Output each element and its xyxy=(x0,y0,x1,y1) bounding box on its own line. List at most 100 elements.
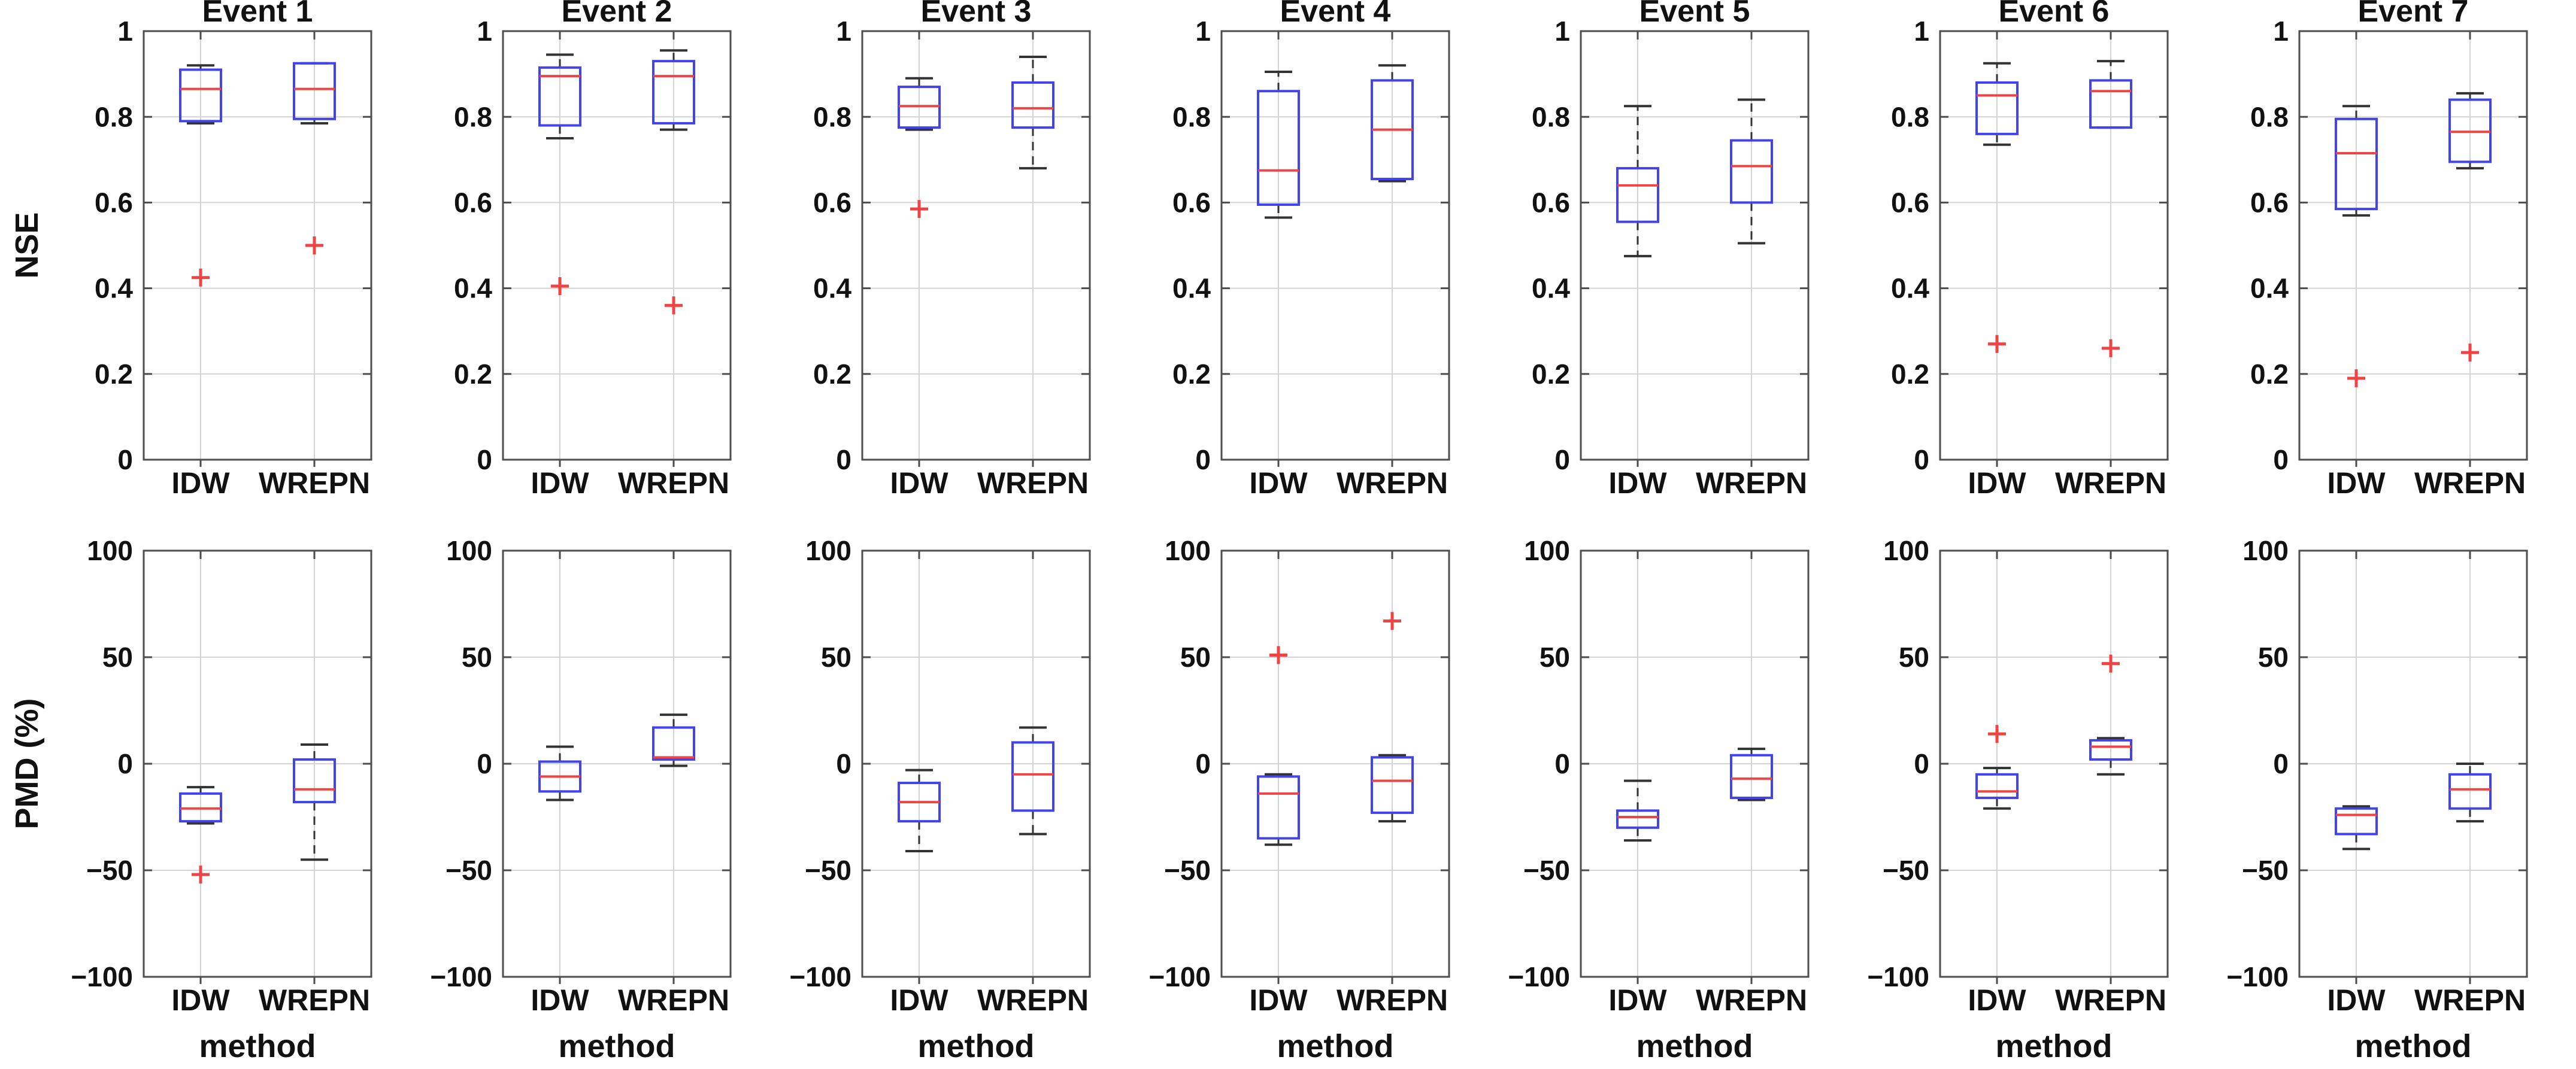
iqr-box-wrepn xyxy=(293,62,336,120)
x-axis-label: method xyxy=(559,1028,675,1064)
y-axis-tick-label: 0 xyxy=(117,748,133,779)
iqr-box-idw xyxy=(179,68,222,123)
y-axis-tick-label: 0.4 xyxy=(1891,273,1929,304)
y-axis-tick-label: 50 xyxy=(102,642,133,673)
panel-event-4-nse: 0 0.2 0.4 0.6 0.8 1 IDW WREPN Event 4 xyxy=(1172,0,1450,500)
outlier-plus-icon xyxy=(1988,725,2006,743)
y-axis-tick-label: 0.6 xyxy=(1172,187,1211,218)
x-axis-tick-label-idw: IDW xyxy=(1608,466,1667,500)
iqr-box-idw xyxy=(1975,773,2019,799)
axis-frame xyxy=(1220,30,1450,461)
iqr-box-wrepn xyxy=(652,726,695,761)
iqr-box-idw xyxy=(538,66,581,127)
panel-event-7-pmd: −100 −50 0 50 100 IDW WREPN method xyxy=(2226,535,2528,1064)
x-axis-tick-label-idw: IDW xyxy=(531,466,589,500)
x-axis-tick-label-wrepn: WREPN xyxy=(618,466,729,500)
y-axis-tick-label: 100 xyxy=(1883,535,1929,566)
y-axis-tick-label: −100 xyxy=(1148,961,1211,992)
iqr-box-wrepn xyxy=(1011,81,1054,129)
y-axis-tick-label: 0.6 xyxy=(1532,187,1570,218)
iqr-box-idw xyxy=(1616,167,1659,223)
y-axis-tick-label: 0.6 xyxy=(454,187,492,218)
iqr-box-idw xyxy=(1616,809,1659,829)
y-axis-tick-label: 100 xyxy=(1165,535,1211,566)
panel-title: Event 1 xyxy=(202,0,313,29)
iqr-box-wrepn xyxy=(2089,739,2132,761)
y-axis-tick-label: 0.8 xyxy=(1891,101,1929,132)
y-axis-tick-label: 0 xyxy=(477,748,492,779)
axis-frame xyxy=(2298,30,2528,461)
y-axis-tick-label: 0 xyxy=(2273,444,2289,475)
x-axis-tick-label-wrepn: WREPN xyxy=(1696,466,1807,500)
iqr-box-idw xyxy=(1975,81,2019,135)
y-axis-tick-label: −100 xyxy=(71,961,133,992)
y-axis-tick-label: −100 xyxy=(789,961,851,992)
iqr-box-idw xyxy=(2335,807,2378,836)
y-axis-tick-label: 1 xyxy=(1914,16,1929,47)
y-axis-tick-label: 0 xyxy=(1195,748,1211,779)
y-axis-tick-label: −50 xyxy=(805,855,851,886)
outlier-plus-icon xyxy=(1988,335,2006,353)
y-axis-tick-label: 100 xyxy=(805,535,851,566)
iqr-box-idw xyxy=(2335,117,2378,211)
iqr-box-idw xyxy=(1257,775,1300,840)
axis-frame xyxy=(502,30,732,461)
panel-event-7-nse: 0 0.2 0.4 0.6 0.8 1 IDW WREPN Event 7 xyxy=(2250,0,2528,500)
outlier-plus-icon xyxy=(305,236,323,254)
y-axis-tick-label: 50 xyxy=(1539,642,1570,673)
y-axis-tick-label: −100 xyxy=(2226,961,2289,992)
iqr-box-wrepn xyxy=(2089,79,2132,129)
y-axis-tick-label: 0 xyxy=(117,444,133,475)
iqr-box-wrepn xyxy=(2448,773,2492,810)
y-axis-tick-label: 0 xyxy=(1914,748,1929,779)
y-axis-tick-label: 50 xyxy=(1180,642,1211,673)
x-axis-tick-label-wrepn: WREPN xyxy=(1337,983,1448,1017)
y-axis-tick-label: −50 xyxy=(1164,855,1211,886)
y-axis-tick-label: 0.2 xyxy=(454,359,492,390)
y-axis-tick-label: 0.2 xyxy=(813,359,851,390)
axis-frame xyxy=(143,30,372,461)
y-axis-tick-label: 0.4 xyxy=(95,273,133,304)
y-axis-tick-label: 0.4 xyxy=(1532,273,1570,304)
y-axis-tick-label: 0 xyxy=(836,748,851,779)
y-axis-tick-label: 0 xyxy=(2273,748,2289,779)
x-axis-tick-label-idw: IDW xyxy=(1968,983,2026,1017)
panel-title: Event 2 xyxy=(562,0,672,29)
iqr-box-idw xyxy=(1257,90,1300,206)
panel-title: Event 7 xyxy=(2358,0,2469,29)
y-axis-tick-label: 0.4 xyxy=(1172,273,1211,304)
y-axis-tick-label: 0.6 xyxy=(1891,187,1929,218)
panel-event-4-pmd: −100 −50 0 50 100 IDW WREPN method xyxy=(1148,535,1450,1064)
x-axis-tick-label-idw: IDW xyxy=(171,983,230,1017)
x-axis-label: method xyxy=(1277,1028,1394,1064)
y-axis-tick-label: 0.8 xyxy=(2250,101,2289,132)
iqr-box-wrepn xyxy=(1011,741,1054,812)
y-axis-tick-label: −50 xyxy=(1523,855,1570,886)
panel-event-3-pmd: −100 −50 0 50 100 IDW WREPN method xyxy=(789,535,1091,1064)
x-axis-tick-label-idw: IDW xyxy=(531,983,589,1017)
axis-frame xyxy=(1939,30,2169,461)
panel-title: Event 5 xyxy=(1639,0,1750,29)
y-axis-tick-label: 0.8 xyxy=(1172,101,1211,132)
y-axis-tick-label: 0.8 xyxy=(813,101,851,132)
y-axis-tick-label: 0.8 xyxy=(454,101,492,132)
y-axis-tick-label: 100 xyxy=(87,535,133,566)
y-axis-tick-label: 1 xyxy=(2273,16,2289,47)
y-axis-tick-label: 0.2 xyxy=(95,359,133,390)
outlier-plus-icon xyxy=(192,865,210,884)
outlier-plus-icon xyxy=(2102,654,2120,673)
y-axis-tick-label: 0.8 xyxy=(95,101,133,132)
x-axis-tick-label-wrepn: WREPN xyxy=(259,466,370,500)
iqr-box-wrepn xyxy=(1730,139,1773,204)
nse-panel-row: 0 0.2 0.4 0.6 0.8 1 IDW WREPN Event 1 NSE 0 0.2 0.4 0… xyxy=(0,0,2576,527)
y-axis-tick-label: −100 xyxy=(1867,961,1929,992)
y-axis-tick-label: 1 xyxy=(477,16,492,47)
y-axis-tick-label: 0.2 xyxy=(1172,359,1211,390)
x-axis-tick-label-idw: IDW xyxy=(1968,466,2026,500)
y-axis-tick-label: 0.8 xyxy=(1532,101,1570,132)
x-axis-tick-label-wrepn: WREPN xyxy=(1337,466,1448,500)
outlier-plus-icon xyxy=(551,277,569,296)
outlier-plus-icon xyxy=(2461,344,2479,362)
x-axis-tick-label-wrepn: WREPN xyxy=(259,983,370,1017)
